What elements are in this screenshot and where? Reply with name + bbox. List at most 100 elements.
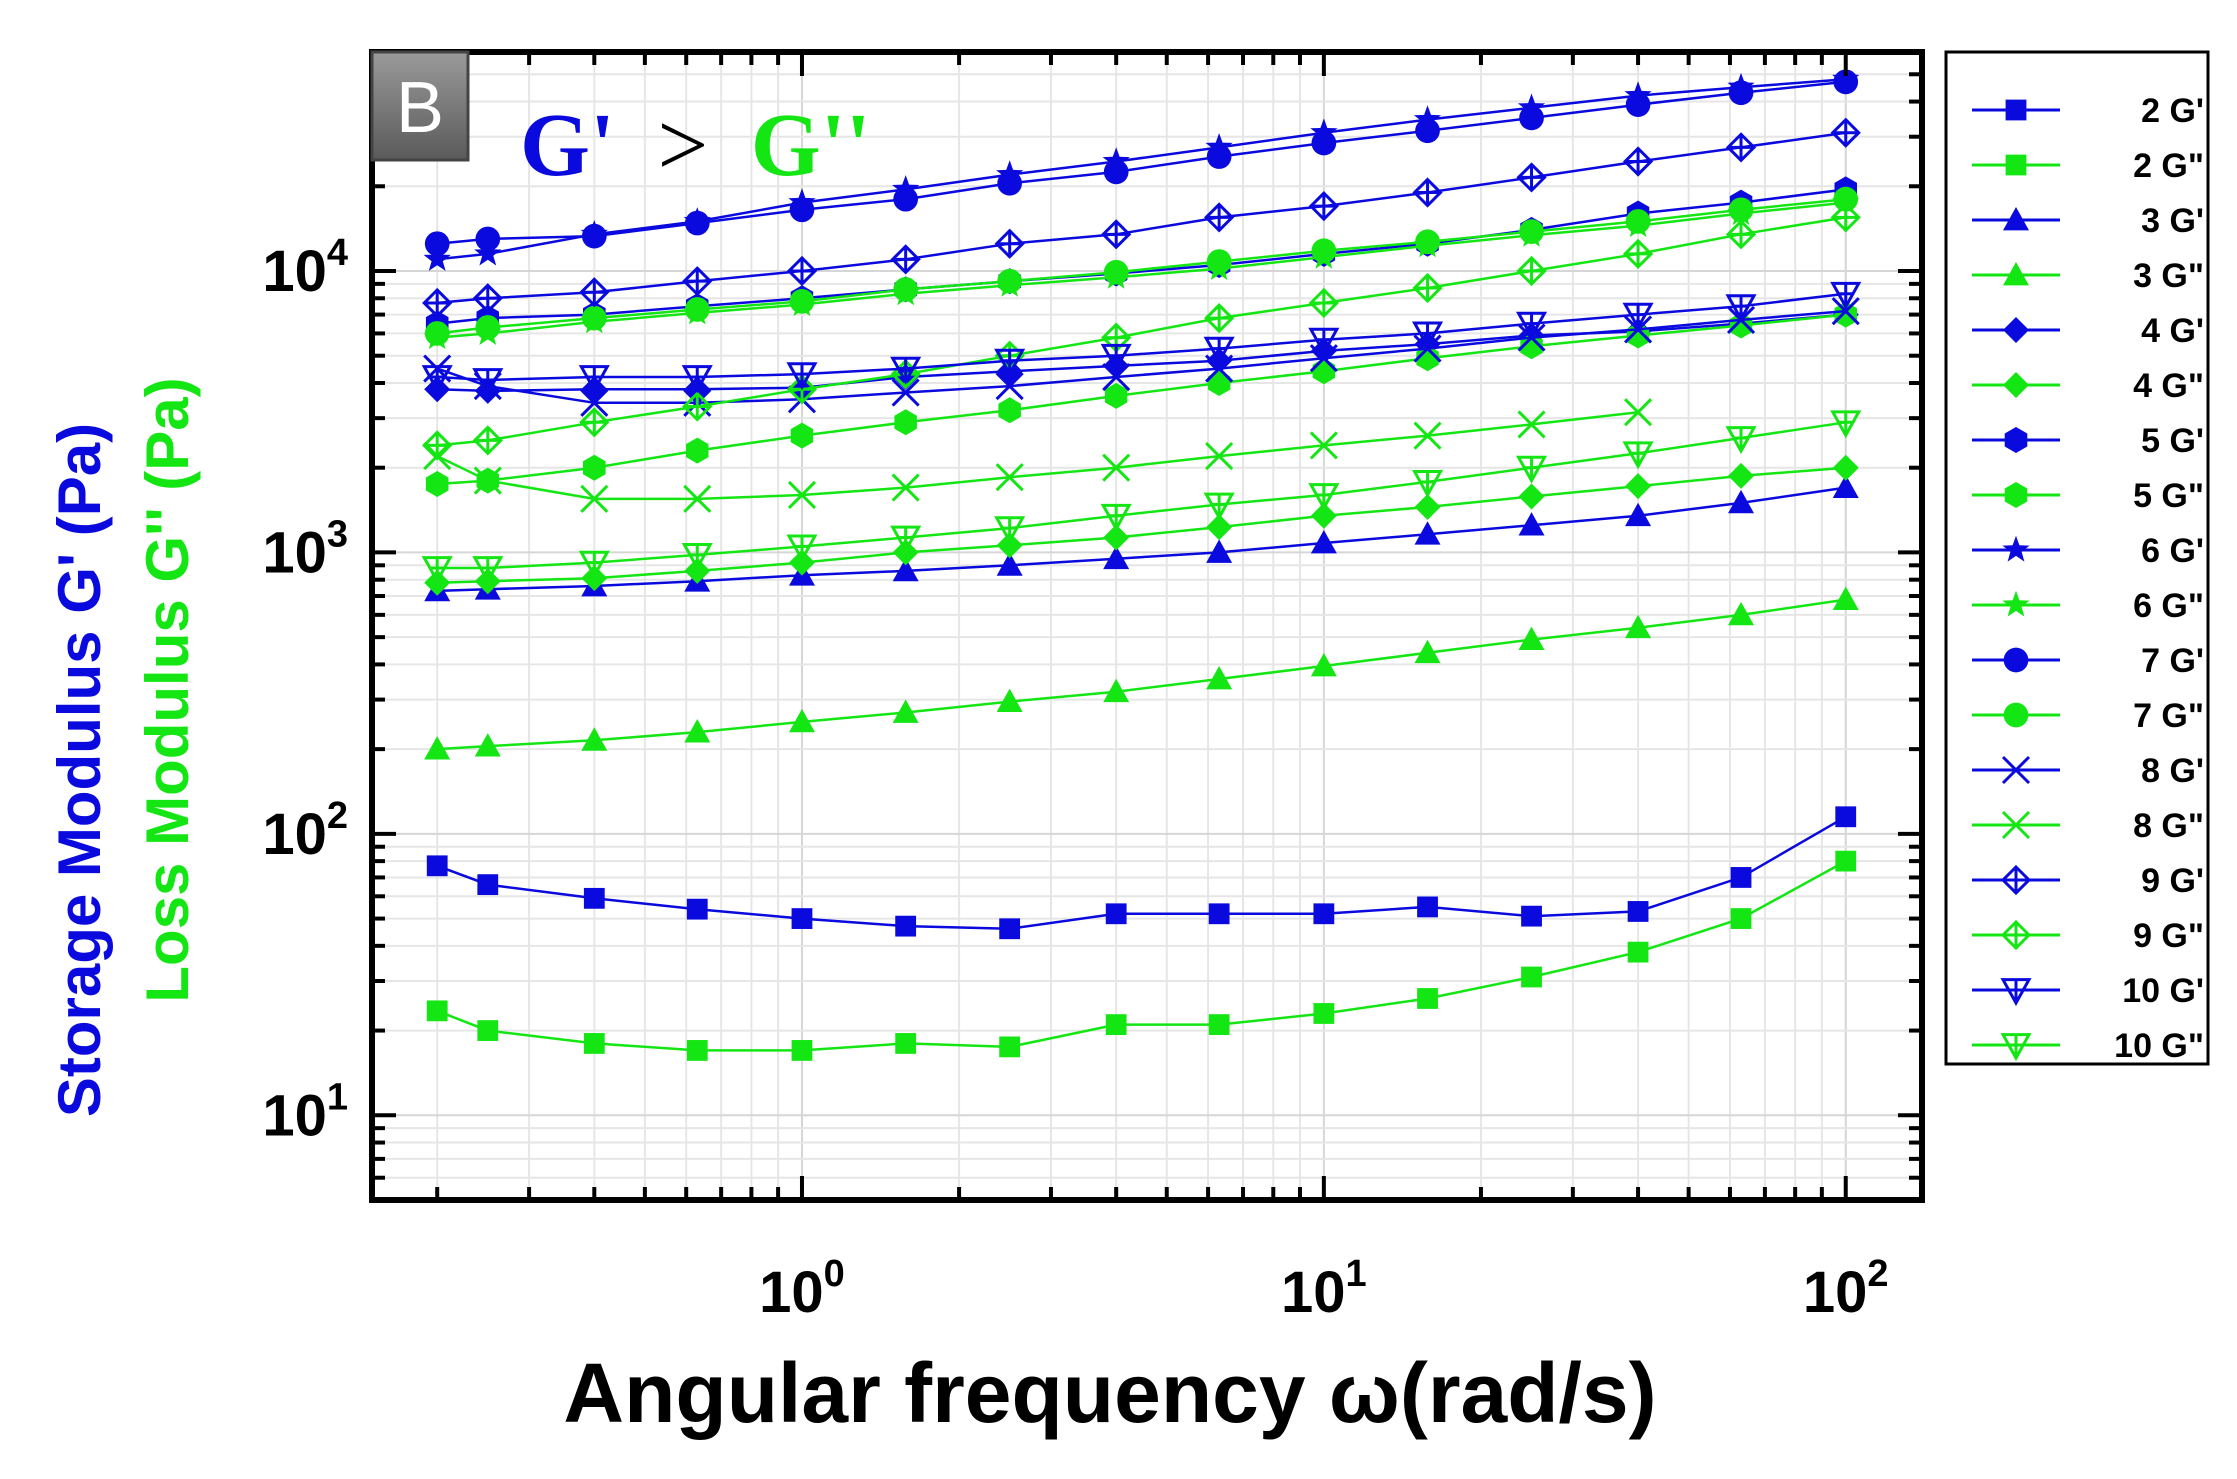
data-point: [786, 255, 818, 287]
data-point: [2001, 810, 2031, 840]
data-point: [1206, 144, 1232, 169]
data-point: [1416, 345, 1439, 372]
data-point: [475, 226, 501, 252]
legend-entry: 10 G": [1972, 1027, 2204, 1065]
data-point: [789, 197, 815, 223]
data-point: [1832, 474, 1859, 498]
series-6: [424, 454, 1859, 596]
data-point: [1725, 426, 1757, 455]
data-point: [423, 245, 451, 271]
legend-label: 4 G': [2141, 312, 2204, 350]
data-point: [893, 186, 919, 212]
legend-entry: 2 G': [1972, 92, 2204, 130]
data-point: [1204, 202, 1235, 233]
data-point: [892, 699, 919, 723]
data-point: [1730, 867, 1752, 888]
data-point: [787, 480, 817, 510]
data-point: [1101, 219, 1132, 250]
data-point: [994, 516, 1026, 545]
data-point: [1100, 503, 1132, 532]
data-point: [1835, 850, 1857, 872]
series-17: [421, 281, 1862, 397]
data-point: [1308, 287, 1339, 319]
data-point: [999, 1036, 1021, 1058]
data-point: [1312, 358, 1336, 385]
legend-entry: 4 G": [1972, 367, 2204, 405]
data-point: [1206, 539, 1233, 563]
data-point: [1415, 229, 1440, 255]
data-point: [1412, 272, 1443, 304]
data-point: [1518, 512, 1545, 536]
data-point: [1725, 132, 1757, 163]
data-point: [1205, 354, 1234, 383]
series-11: [424, 69, 1859, 257]
data-point: [1105, 1014, 1127, 1035]
data-point: [424, 736, 451, 760]
data-point: [686, 437, 709, 464]
legend-label: 4 G": [2133, 367, 2204, 405]
data-point: [995, 463, 1024, 492]
data-point: [1313, 1003, 1335, 1024]
y-tick-label: 102: [262, 795, 348, 867]
legend-label: 5 G": [2133, 477, 2204, 515]
legend-entry: 5 G": [1972, 477, 2204, 515]
data-point: [684, 210, 710, 236]
data-point: [996, 688, 1023, 713]
data-point: [893, 277, 919, 302]
data-point: [791, 1040, 813, 1061]
data-point: [2003, 647, 2029, 673]
legend-label: 3 G': [2141, 202, 2204, 240]
legend-label: 6 G": [2133, 587, 2204, 625]
series-14: [423, 398, 1653, 513]
data-point: [1310, 652, 1337, 677]
data-point: [1103, 259, 1129, 285]
data-point: [996, 552, 1023, 576]
data-point: [1517, 410, 1546, 439]
data-point: [895, 915, 917, 937]
data-point: [1308, 191, 1339, 222]
data-point: [1313, 903, 1335, 925]
data-point: [1622, 238, 1654, 270]
legend-entry: 7 G": [1972, 697, 2204, 735]
annotation-storage: G': [520, 96, 615, 195]
data-point: [682, 391, 713, 422]
data-point: [1206, 249, 1232, 274]
data-point: [995, 372, 1024, 401]
data-point: [1310, 530, 1337, 554]
data-point: [474, 733, 501, 757]
data-point: [1411, 321, 1444, 350]
data-point: [581, 727, 608, 751]
data-point: [684, 297, 710, 322]
data-point: [1521, 966, 1542, 988]
data-point: [1627, 941, 1649, 963]
data-point: [2000, 864, 2032, 896]
y-tick-label: 103: [262, 513, 348, 585]
data-point: [1413, 421, 1442, 450]
data-point: [1516, 255, 1547, 287]
data-point: [788, 708, 815, 733]
data-point: [1835, 806, 1857, 828]
data-point: [1725, 294, 1757, 323]
data-point: [1627, 901, 1649, 922]
data-point: [474, 239, 502, 266]
data-point: [475, 315, 501, 340]
data-point: [580, 484, 609, 513]
data-point: [894, 409, 917, 436]
series-18: [421, 410, 1862, 585]
legend-items: 2 G' 2 G" 3 G' 3 G" 4 G' 4 G" 5 G' 5 G" 6 G' 6 G"…: [1972, 92, 2204, 1065]
data-point: [1102, 453, 1131, 482]
data-point: [686, 898, 708, 920]
data-point: [1411, 470, 1444, 499]
data-point: [1520, 333, 1543, 360]
data-point: [1519, 219, 1544, 244]
data-point: [1622, 146, 1654, 177]
data-point: [421, 556, 453, 585]
data-point: [1100, 343, 1132, 372]
data-point: [426, 1000, 448, 1022]
data-point: [1730, 908, 1752, 929]
data-point: [1833, 69, 1859, 95]
data-point: [1310, 502, 1337, 529]
data-point: [1309, 431, 1338, 460]
data-point: [1414, 494, 1441, 521]
